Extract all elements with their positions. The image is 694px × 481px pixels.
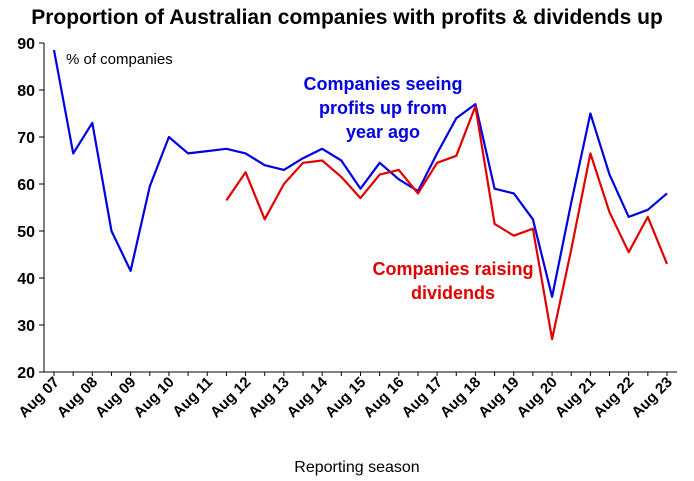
series-line-profits	[52, 49, 668, 298]
y-tick-label: 60	[17, 177, 35, 194]
y-tick-label: 80	[17, 83, 35, 100]
x-tick-label: Aug 10	[130, 374, 177, 421]
x-tick-label: Aug 19	[475, 374, 522, 421]
y-tick-label: 90	[17, 36, 35, 53]
unit-label: % of companies	[66, 51, 173, 68]
x-tick-label: Aug 08	[54, 374, 101, 421]
annotation-line: year ago	[346, 122, 420, 142]
x-tick-label: Aug 20	[514, 374, 561, 421]
x-tick-label: Aug 12	[207, 374, 254, 421]
annotation-dividends: Companies raising dividends	[372, 259, 533, 303]
y-tick-label: 50	[17, 224, 35, 241]
x-axis-label: Reporting season	[294, 459, 419, 476]
annotation-line: profits up from	[319, 98, 447, 118]
x-tick-label: Aug 22	[590, 374, 637, 421]
series-layer	[52, 49, 669, 341]
x-tick-label: Aug 17	[399, 374, 446, 421]
annotation-profits: Companies seeing profits up from year ago	[303, 74, 462, 142]
x-tick-label: Aug 15	[322, 374, 369, 421]
x-tick-label: Aug 18	[437, 374, 484, 421]
x-tick-label: Aug 13	[245, 374, 292, 421]
annotation-line: Companies seeing	[303, 74, 462, 94]
x-tick-label: Aug 09	[92, 374, 139, 421]
y-tick-label: 20	[17, 365, 35, 382]
x-tick-label: Aug 23	[628, 374, 675, 421]
x-tick-label: Aug 11	[169, 374, 216, 421]
y-tick-label: 70	[17, 130, 35, 147]
x-tick-label: Aug 14	[284, 373, 332, 421]
chart-title: Proportion of Australian companies with …	[31, 6, 663, 29]
annotation-line: Companies raising	[372, 259, 533, 279]
y-tick-label: 30	[17, 318, 35, 335]
series-line-dividends	[225, 105, 669, 341]
y-tick-label: 40	[17, 271, 35, 288]
x-tick-label: Aug 16	[360, 374, 407, 421]
x-tick-label: Aug 21	[552, 374, 599, 421]
annotation-line: dividends	[411, 283, 495, 303]
